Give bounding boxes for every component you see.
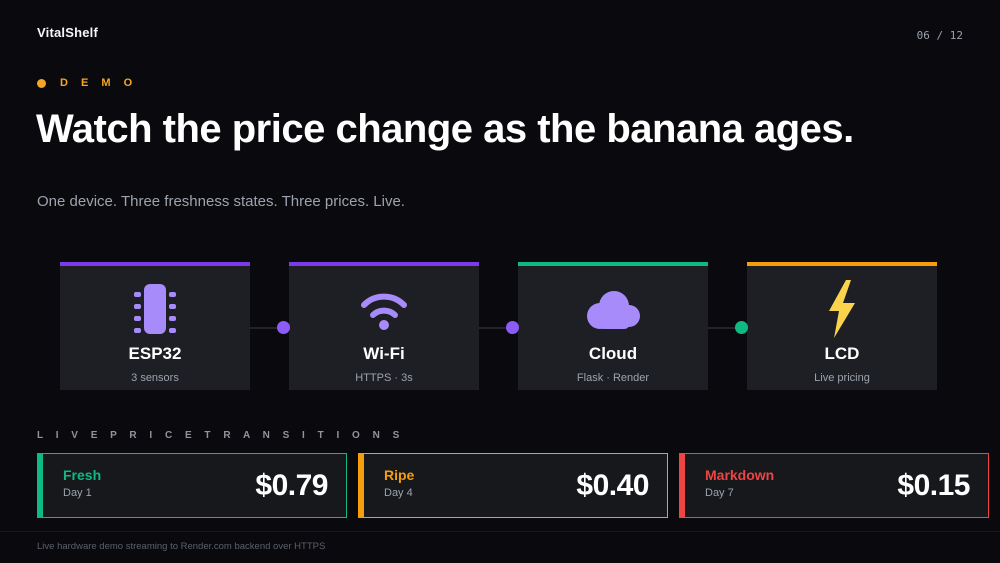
connector-line xyxy=(479,327,519,329)
wifi-icon xyxy=(356,278,412,340)
price-state-label: Ripe xyxy=(384,467,415,483)
page-indicator: 06 / 12 xyxy=(916,29,963,42)
kicker-label: D E M O xyxy=(60,77,138,89)
kicker: D E M O xyxy=(37,77,137,89)
price-value: $0.40 xyxy=(576,468,649,502)
price-day-label: Day 4 xyxy=(384,487,413,499)
pipeline-card-cloud: Cloud Flask · Render xyxy=(518,262,708,390)
pipeline-card-lcd: LCD Live pricing xyxy=(747,262,937,390)
pipeline-card-subtitle: Flask · Render xyxy=(576,372,650,384)
connector-line xyxy=(708,327,748,329)
bolt-icon xyxy=(825,278,859,340)
connector-dot xyxy=(277,321,290,334)
price-state-label: Fresh xyxy=(63,467,102,483)
pipeline-card-title: Wi-Fi xyxy=(363,344,405,363)
page-subtitle: One device. Three freshness states. Thre… xyxy=(37,193,405,210)
pipeline-card-esp32: ESP32 3 sensors xyxy=(60,262,250,390)
pipeline-card-title: Cloud xyxy=(588,344,638,363)
pipeline-card-wifi: Wi-Fi HTTPS · 3s xyxy=(289,262,479,390)
price-section-label: L I V E P R I C E T R A N S I T I O N S xyxy=(37,430,405,441)
price-day-label: Day 7 xyxy=(705,487,734,499)
brand-logo: VitalShelf xyxy=(37,25,99,40)
kicker-dot-icon xyxy=(37,78,46,88)
price-value: $0.79 xyxy=(255,468,328,502)
pipeline-card-subtitle: 3 sensors xyxy=(131,372,179,384)
price-card-accent-bar xyxy=(359,454,364,517)
chip-icon xyxy=(133,278,177,340)
price-card-accent-bar xyxy=(38,454,43,517)
footer-divider xyxy=(0,531,1000,532)
price-card-ripe: Ripe Day 4 $0.40 xyxy=(358,453,668,518)
price-card-accent-bar xyxy=(680,454,685,517)
pipeline-card-subtitle: HTTPS · 3s xyxy=(355,372,413,384)
connector-dot xyxy=(506,321,519,334)
pipeline-card-title: ESP32 xyxy=(128,344,182,363)
price-day-label: Day 1 xyxy=(63,487,92,499)
price-card-fresh: Fresh Day 1 $0.79 xyxy=(37,453,347,518)
connector-line xyxy=(250,327,290,329)
footer-note: Live hardware demo streaming to Render.c… xyxy=(37,541,326,552)
cloud-icon xyxy=(582,278,644,340)
price-value: $0.15 xyxy=(897,468,970,502)
pipeline-card-title: LCD xyxy=(824,344,860,363)
price-card-markdown: Markdown Day 7 $0.15 xyxy=(679,453,989,518)
price-state-label: Markdown xyxy=(705,467,775,483)
connector-dot xyxy=(735,321,748,334)
pipeline-card-subtitle: Live pricing xyxy=(814,372,870,384)
page-title: Watch the price change as the banana age… xyxy=(36,107,854,151)
